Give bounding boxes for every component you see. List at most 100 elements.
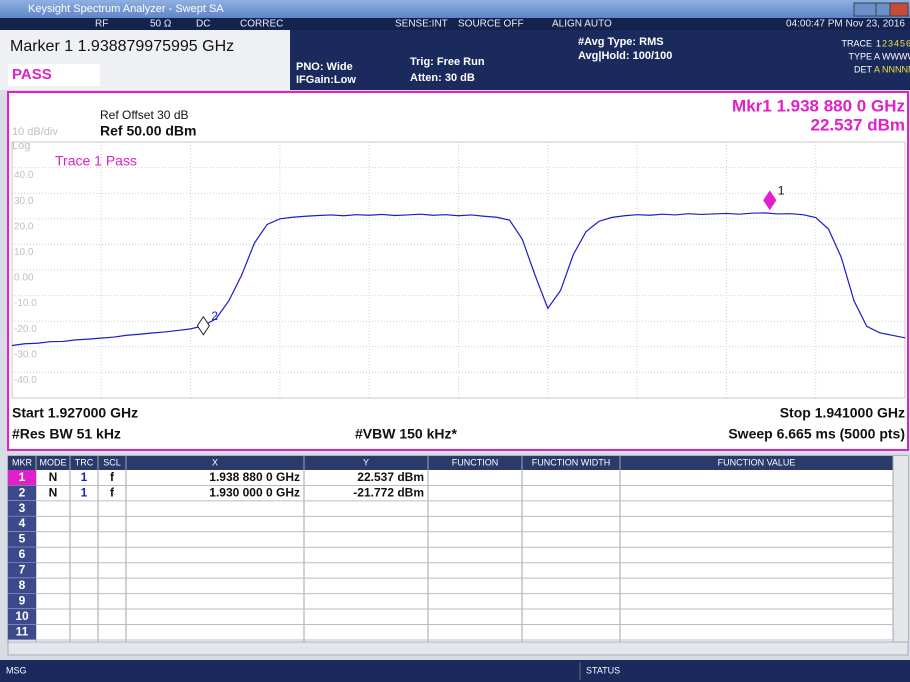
trace-number: 1	[876, 38, 881, 48]
column-header: X	[212, 457, 218, 467]
mkr-cell	[8, 593, 36, 610]
column-header: MKR	[12, 457, 33, 467]
table-cell: 11	[16, 624, 29, 638]
trace-number: 6	[906, 38, 910, 48]
setting: IFGain:Low	[296, 74, 356, 86]
title-bar	[0, 0, 910, 18]
pass-box	[8, 64, 100, 86]
stop-freq: Stop 1.941000 GHz	[780, 405, 905, 421]
table-cell: 1.938 880 0 GHz	[209, 470, 300, 484]
trace-pass: Trace 1 Pass	[55, 153, 137, 169]
y-tick-label: 0.00	[14, 273, 34, 284]
table-cell: -21.772 dBm	[353, 485, 424, 499]
start-freq: Start 1.927000 GHz	[12, 405, 138, 421]
mkr-freq: Mkr1 1.938 880 0 GHz	[732, 96, 905, 115]
status-item: 50 Ω	[150, 19, 172, 30]
status-item: RF	[95, 19, 108, 30]
table-cell: 22.537 dBm	[357, 470, 424, 484]
table-cell: 9	[19, 593, 26, 607]
status-label: STATUS	[586, 665, 620, 675]
scale: 10 dB/div	[12, 126, 58, 138]
table-cell: 1	[19, 470, 26, 484]
mkr-cell	[8, 624, 36, 640]
status-item: 04:00:47 PM Nov 23, 2016	[786, 19, 905, 30]
table-cell: 1	[81, 470, 88, 484]
table-cell: f	[110, 485, 115, 499]
table-cell: 10	[15, 609, 29, 623]
settings-panel	[290, 30, 790, 90]
h-scrollbar[interactable]	[7, 641, 909, 656]
marker	[196, 315, 210, 336]
window-title: Keysight Spectrum Analyzer - Swept SA	[28, 3, 224, 15]
table-cell: 2	[19, 485, 26, 499]
y-tick-label: 40.0	[14, 170, 34, 181]
setting: Atten: 30 dB	[410, 72, 475, 84]
mkr-cell	[8, 500, 36, 517]
message-bar	[0, 660, 910, 682]
marker-label: 1	[778, 183, 785, 197]
table-cell: 8	[19, 578, 26, 592]
type-label: TYPE	[848, 51, 872, 61]
trace-number: 2	[882, 38, 887, 48]
status-item: DC	[196, 19, 210, 30]
mkr-cell	[8, 562, 36, 579]
maximize-button[interactable]	[875, 2, 891, 17]
table-cell: 4	[19, 516, 26, 530]
table-cell: 5	[19, 532, 26, 546]
y-tick-label: 10.0	[14, 247, 34, 258]
y-tick-label: -10.0	[14, 298, 37, 309]
trace-number: 4	[894, 38, 899, 48]
y-tick-label: -20.0	[14, 324, 37, 335]
close-button[interactable]	[889, 2, 909, 17]
table-cell: 1	[81, 485, 88, 499]
table-cell: f	[110, 470, 115, 484]
table-cell: N	[49, 485, 58, 499]
status-item: SOURCE OFF	[458, 19, 524, 30]
status-row	[0, 18, 910, 30]
rbw: #Res BW 51 kHz	[12, 426, 121, 442]
setting: PNO: Wide	[296, 61, 353, 73]
mkr-cell	[8, 516, 36, 532]
trace-label: TRACE	[841, 38, 872, 48]
table-cell: 6	[19, 547, 26, 561]
status-item: SENSE:INT	[395, 19, 448, 30]
mkr-cell	[8, 470, 36, 486]
det-value: A NNNNN	[874, 64, 910, 74]
trace-number: 5	[900, 38, 905, 48]
mkr-cell	[8, 609, 36, 625]
marker-table	[7, 455, 909, 643]
table-cell: 7	[19, 563, 26, 577]
pass-label: PASS	[12, 66, 52, 83]
table-header	[8, 456, 893, 470]
trace	[11, 212, 906, 347]
type-value: A WWWWW	[874, 51, 910, 61]
v-scrollbar[interactable]	[893, 456, 908, 642]
column-header: Y	[363, 457, 369, 467]
det-label: DET	[854, 64, 873, 74]
setting: #Avg Type: RMS	[578, 36, 664, 48]
y-tick-label: 20.0	[14, 221, 34, 232]
msg-label: MSG	[6, 665, 27, 675]
table-cell: 1.930 000 0 GHz	[209, 485, 300, 499]
scale-type: Log	[12, 140, 30, 152]
ref-offset: Ref Offset 30 dB	[100, 108, 189, 122]
trace-number: 3	[888, 38, 893, 48]
sweep: Sweep 6.665 ms (5000 pts)	[728, 426, 905, 442]
trace-panel	[790, 30, 910, 90]
column-header: FUNCTION VALUE	[718, 457, 796, 467]
table-cell: 3	[19, 501, 26, 515]
column-header: MODE	[40, 457, 67, 467]
column-header: TRC	[75, 457, 94, 467]
mkr-amp: 22.537 dBm	[811, 115, 906, 134]
column-header: FUNCTION WIDTH	[532, 457, 611, 467]
ref-level: Ref 50.00 dBm	[100, 123, 196, 139]
setting: Trig: Free Run	[410, 56, 485, 68]
status-item: CORREC	[240, 19, 283, 30]
vbw: #VBW 150 kHz*	[355, 426, 457, 442]
mkr-cell	[8, 531, 36, 548]
graticule	[11, 141, 906, 399]
minimize-button[interactable]	[853, 2, 877, 17]
column-header: FUNCTION	[452, 457, 499, 467]
marker-label: 2	[211, 309, 218, 323]
